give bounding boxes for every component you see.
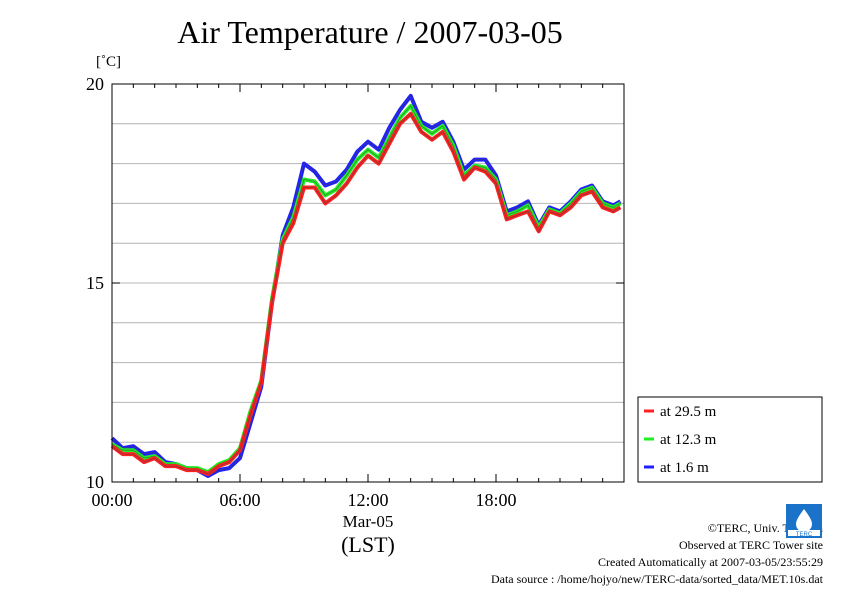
series-center-line [111, 113, 621, 475]
grid-lines [112, 123, 624, 443]
series-line [110, 111, 622, 476]
x-tick-label: 00:00 [91, 490, 132, 510]
x-tick-label: 18:00 [475, 490, 516, 510]
data-source-text: Data source : /home/hojyo/new/TERC-data/… [490, 572, 823, 586]
axis-labels: 10 15 20 00:00 06:00 12:00 18:00 Mar-05(LST) [86, 74, 517, 557]
y-tick-label: 20 [86, 74, 104, 94]
x-tick-label: 12:00 [347, 490, 388, 510]
legend: at 29.5 m at 12.3 m at 1.6 m [637, 396, 823, 483]
series-center-line [111, 105, 621, 473]
series-line [111, 103, 622, 475]
terc-logo: TERC [786, 504, 822, 538]
legend-label: at 1.6 m [660, 460, 709, 476]
credits-block: ©TERC, Univ. Tsukuba Observed at TERC To… [491, 520, 823, 588]
series-lines [110, 93, 622, 478]
created-text: Created Automatically at 2007-03-05/23:5… [598, 555, 823, 569]
x-axis-date-label: Mar-05 [343, 512, 394, 531]
observed-text: Observed at TERC Tower site [678, 538, 823, 552]
legend-box [637, 396, 823, 483]
legend-label: at 12.3 m [660, 432, 717, 448]
y-axis-unit-label: [˚C] [96, 54, 121, 70]
axis-ticks [111, 83, 625, 483]
chart-title: Air Temperature / 2007-03-05 [177, 14, 563, 50]
y-tick-label: 10 [86, 472, 104, 492]
y-tick-label: 15 [86, 273, 104, 293]
legend-label: at 29.5 m [660, 404, 717, 420]
logo-text: TERC [796, 532, 813, 538]
x-tick-label: 06:00 [219, 490, 260, 510]
x-axis-timezone-label: (LST) [341, 532, 395, 557]
copyright-text: ©TERC, Univ. Tsukuba [707, 521, 823, 535]
